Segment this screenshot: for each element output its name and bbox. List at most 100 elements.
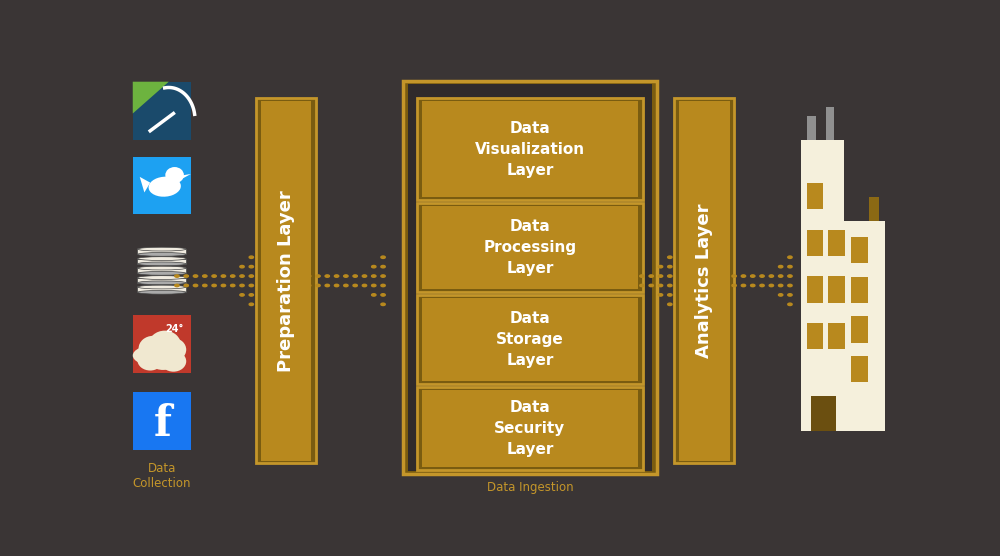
Circle shape: [381, 284, 385, 287]
Circle shape: [325, 275, 329, 277]
Circle shape: [381, 265, 385, 268]
Circle shape: [203, 284, 207, 287]
Ellipse shape: [137, 266, 186, 270]
Circle shape: [778, 294, 783, 296]
Circle shape: [788, 303, 792, 306]
Circle shape: [668, 265, 672, 268]
Bar: [869, 197, 879, 221]
Circle shape: [240, 275, 244, 277]
Ellipse shape: [137, 252, 186, 256]
Circle shape: [249, 265, 253, 268]
Bar: [422, 206, 638, 289]
Ellipse shape: [137, 257, 186, 260]
Circle shape: [658, 275, 663, 277]
Text: Data Ingestion: Data Ingestion: [487, 480, 573, 494]
Ellipse shape: [147, 345, 179, 370]
Circle shape: [249, 275, 253, 277]
Bar: [801, 140, 844, 430]
Bar: [851, 276, 868, 303]
Circle shape: [372, 275, 376, 277]
Circle shape: [221, 275, 226, 277]
Circle shape: [184, 284, 188, 287]
Bar: [137, 268, 186, 274]
Bar: [811, 396, 836, 430]
Bar: [851, 237, 868, 263]
Bar: [826, 107, 834, 140]
Circle shape: [249, 284, 253, 287]
Bar: [133, 82, 191, 140]
Bar: [256, 98, 316, 463]
Circle shape: [221, 284, 226, 287]
Bar: [807, 116, 816, 140]
Text: Data
Visualization
Layer: Data Visualization Layer: [475, 121, 585, 177]
Bar: [844, 221, 885, 430]
Circle shape: [316, 275, 320, 277]
Circle shape: [713, 275, 718, 277]
Bar: [828, 276, 845, 302]
Circle shape: [344, 275, 348, 277]
Circle shape: [353, 284, 357, 287]
Ellipse shape: [137, 285, 186, 289]
Circle shape: [788, 294, 792, 296]
Circle shape: [741, 284, 746, 287]
Circle shape: [732, 275, 736, 277]
Bar: [422, 101, 638, 197]
Ellipse shape: [137, 350, 163, 370]
Circle shape: [307, 284, 311, 287]
Bar: [133, 157, 191, 215]
Circle shape: [212, 275, 216, 277]
Circle shape: [723, 284, 727, 287]
Text: Data
Processing
Layer: Data Processing Layer: [483, 219, 576, 276]
Circle shape: [372, 265, 376, 268]
Circle shape: [621, 275, 625, 277]
Circle shape: [612, 284, 616, 287]
Ellipse shape: [137, 276, 186, 280]
Ellipse shape: [165, 167, 184, 183]
Bar: [807, 276, 823, 302]
Circle shape: [240, 294, 244, 296]
Bar: [807, 230, 823, 256]
Bar: [137, 277, 186, 283]
Circle shape: [249, 303, 253, 306]
Text: 24°: 24°: [165, 325, 184, 335]
Circle shape: [240, 284, 244, 287]
Bar: [679, 101, 730, 460]
Text: Analytics Layer: Analytics Layer: [695, 203, 713, 358]
Bar: [417, 295, 643, 384]
Circle shape: [769, 275, 774, 277]
Circle shape: [788, 275, 792, 277]
Circle shape: [334, 284, 339, 287]
Circle shape: [788, 284, 792, 287]
Bar: [408, 84, 652, 471]
Circle shape: [249, 294, 253, 296]
Bar: [261, 101, 311, 460]
Circle shape: [316, 284, 320, 287]
Bar: [403, 81, 657, 474]
Circle shape: [603, 275, 607, 277]
Circle shape: [612, 275, 616, 277]
Polygon shape: [133, 82, 169, 113]
Ellipse shape: [148, 331, 181, 360]
Polygon shape: [180, 174, 191, 180]
Circle shape: [362, 284, 367, 287]
Circle shape: [621, 284, 625, 287]
Circle shape: [668, 275, 672, 277]
Circle shape: [372, 284, 376, 287]
Bar: [851, 316, 868, 342]
Ellipse shape: [137, 247, 186, 251]
Ellipse shape: [161, 338, 186, 361]
Circle shape: [778, 265, 783, 268]
Bar: [807, 183, 823, 210]
Circle shape: [732, 284, 736, 287]
Circle shape: [751, 275, 755, 277]
Circle shape: [649, 284, 653, 287]
Bar: [133, 315, 191, 373]
Circle shape: [344, 284, 348, 287]
Circle shape: [658, 265, 663, 268]
Circle shape: [668, 284, 672, 287]
Bar: [851, 356, 868, 383]
Circle shape: [353, 275, 357, 277]
Circle shape: [593, 284, 598, 287]
Circle shape: [593, 275, 598, 277]
Circle shape: [249, 256, 253, 259]
